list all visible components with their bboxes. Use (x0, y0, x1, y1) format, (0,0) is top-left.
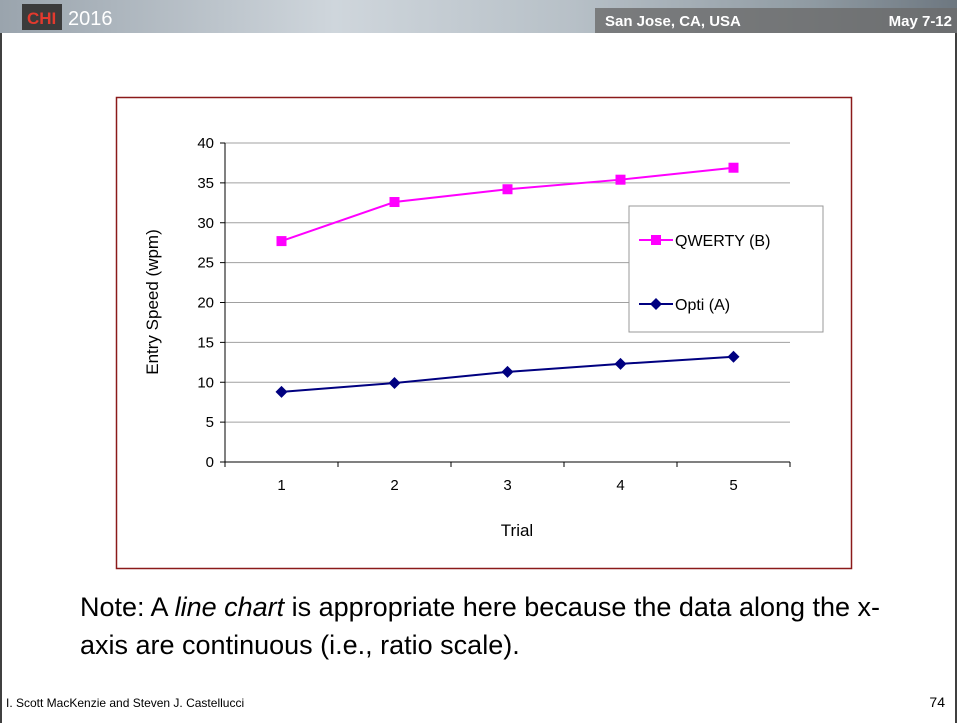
chart-frame (115, 96, 853, 570)
note: Note: A line chart is appropriate here b… (80, 588, 900, 664)
logo-bg (22, 4, 62, 30)
marker (502, 184, 513, 195)
y-tick-label: 35 (197, 175, 214, 192)
x-tick-label: 3 (503, 477, 511, 494)
header-location: San Jose, CA, USA (605, 13, 741, 30)
x-axis-title: Trial (501, 521, 533, 540)
y-tick-label: 30 (197, 215, 214, 232)
marker (275, 385, 288, 398)
x-tick-label: 5 (729, 477, 737, 494)
y-axis-title: Entry Speed (wpm) (143, 229, 162, 375)
note-text: is appropriate here because the data alo… (80, 592, 881, 660)
legend-box (628, 205, 824, 333)
marker (614, 357, 627, 370)
legend-label: QWERTY (B) (675, 233, 770, 250)
y-tick-label: 20 (197, 295, 214, 312)
marker (501, 365, 514, 378)
marker (389, 197, 400, 208)
y-tick-label: 15 (197, 334, 214, 351)
note-emphasis: line chart (174, 592, 285, 622)
header-year: 2016 (68, 8, 113, 30)
marker (650, 298, 662, 310)
y-tick-label: 0 (206, 454, 214, 471)
x-tick-label: 2 (390, 477, 398, 494)
logo: CHI (27, 9, 56, 28)
y-tick-label: 5 (206, 414, 214, 431)
y-tick-label: 25 (197, 255, 214, 272)
marker (651, 235, 661, 245)
page-number: 74 (929, 694, 945, 710)
y-tick-label: 40 (197, 135, 214, 152)
footer-authors: I. Scott MacKenzie and Steven J. Castell… (6, 696, 245, 710)
x-tick-label: 1 (277, 477, 285, 494)
header-dates: May 7-12 (889, 13, 952, 30)
marker (276, 236, 287, 247)
header-info-bg (595, 8, 957, 33)
marker (728, 162, 739, 173)
legend-label: Opti (A) (675, 297, 730, 314)
marker (388, 377, 401, 390)
y-tick-label: 10 (197, 374, 214, 391)
x-tick-label: 4 (616, 477, 624, 494)
note-text: Note: A (80, 592, 175, 622)
marker (727, 350, 740, 363)
marker (615, 174, 626, 185)
